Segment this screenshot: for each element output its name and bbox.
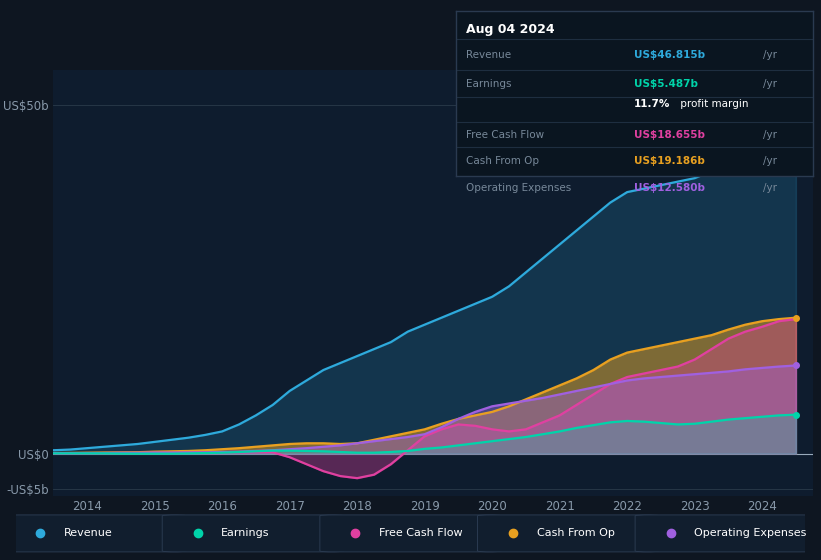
Text: profit margin: profit margin [677,99,749,109]
Text: US$18.655b: US$18.655b [635,130,705,140]
Text: Cash From Op: Cash From Op [537,529,614,538]
FancyBboxPatch shape [320,515,501,552]
Text: Free Cash Flow: Free Cash Flow [379,529,462,538]
Text: Operating Expenses: Operating Expenses [695,529,806,538]
Text: /yr: /yr [763,130,777,140]
Text: US$46.815b: US$46.815b [635,50,705,60]
Text: 11.7%: 11.7% [635,99,671,109]
Text: Earnings: Earnings [466,79,511,89]
FancyBboxPatch shape [478,515,658,552]
Text: /yr: /yr [763,50,777,60]
FancyBboxPatch shape [635,515,816,552]
Text: Earnings: Earnings [222,529,270,538]
Text: Free Cash Flow: Free Cash Flow [466,130,544,140]
Text: Revenue: Revenue [466,50,511,60]
Text: Revenue: Revenue [64,529,112,538]
FancyBboxPatch shape [5,515,186,552]
Text: /yr: /yr [763,156,777,166]
Text: /yr: /yr [763,79,777,89]
Text: /yr: /yr [763,183,777,193]
Text: US$19.186b: US$19.186b [635,156,705,166]
Text: Cash From Op: Cash From Op [466,156,539,166]
Text: Aug 04 2024: Aug 04 2024 [466,23,555,36]
Text: US$5.487b: US$5.487b [635,79,698,89]
Text: Operating Expenses: Operating Expenses [466,183,571,193]
Text: US$12.580b: US$12.580b [635,183,705,193]
FancyBboxPatch shape [163,515,343,552]
